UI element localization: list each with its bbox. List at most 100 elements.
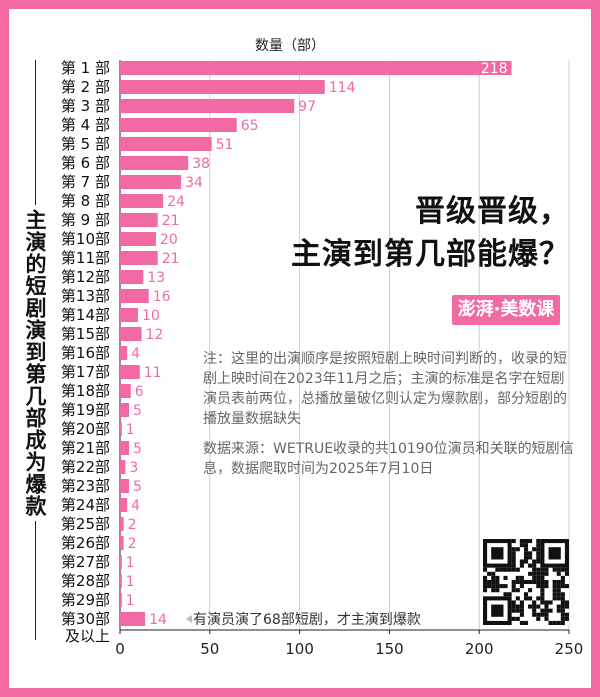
bar [120, 422, 122, 436]
y-tick-label: 第 2 部 [61, 78, 110, 96]
data-label: 218 [481, 61, 508, 77]
y-tick-label: 第19部 [61, 401, 110, 419]
x-axis-title: 数量（部） [255, 38, 325, 54]
bar [120, 270, 144, 284]
bar [120, 612, 146, 626]
y-tick-label: 第27部 [61, 553, 110, 571]
bar [120, 479, 129, 493]
vertical-title: 主演的短剧演到第几部成为爆款 [22, 205, 50, 521]
chart-note: 注：这里的出演顺序是按照短剧上映时间判断的，收录的短剧上映时间在2023年11月… [203, 351, 567, 427]
y-tick-label: 第 5 部 [61, 135, 110, 153]
bar [120, 137, 212, 151]
data-label: 2 [128, 517, 137, 533]
data-label: 1 [126, 555, 135, 571]
annotation-arrow-icon [186, 615, 192, 623]
y-tick-label: 第24部 [61, 496, 110, 514]
bar [120, 175, 182, 189]
data-label: 3 [129, 460, 138, 476]
y-tick-label: 第 4 部 [61, 116, 110, 134]
bar [120, 403, 129, 417]
data-label: 1 [126, 422, 135, 438]
bar [120, 441, 129, 455]
bar [120, 118, 237, 132]
y-tick-label: 第30部 [61, 610, 110, 628]
data-label: 5 [133, 403, 142, 419]
data-label: 21 [162, 251, 180, 267]
y-tick-label-continued: 及以上 [65, 627, 110, 645]
y-tick-label: 第13部 [61, 287, 110, 305]
data-label: 13 [147, 270, 165, 286]
vertical-title-group: 主演的短剧演到第几部成为爆款 [22, 60, 50, 640]
y-tick-label: 第29部 [61, 591, 110, 609]
data-label: 11 [144, 365, 162, 381]
data-label: 4 [131, 498, 140, 514]
x-tick-label: 250 [555, 640, 584, 658]
bar [120, 194, 164, 208]
data-label: 6 [135, 384, 144, 400]
x-tick-label: 0 [115, 640, 125, 658]
data-label: 10 [142, 308, 160, 324]
data-label: 14 [149, 612, 167, 628]
x-tick-label: 200 [465, 640, 494, 658]
data-label: 51 [216, 137, 234, 153]
data-label: 2 [128, 536, 137, 552]
data-label: 4 [131, 346, 140, 362]
y-tick-label: 第10部 [61, 230, 110, 248]
data-label: 5 [133, 479, 142, 495]
annotation-text: 有演员演了68部短剧，才主演到爆款 [193, 612, 421, 628]
bar [120, 593, 122, 607]
y-tick-label: 第21部 [61, 439, 110, 457]
y-tick-label: 第14部 [61, 306, 110, 324]
qr-code-icon [483, 539, 569, 625]
bar [120, 536, 124, 550]
y-tick-label: 第28部 [61, 572, 110, 590]
x-tick-label: 100 [285, 640, 314, 658]
bar [120, 80, 325, 94]
data-label: 97 [298, 99, 316, 115]
y-tick-label: 第18部 [61, 382, 110, 400]
y-tick-label: 第15部 [61, 325, 110, 343]
y-tick-label: 第 1 部 [61, 59, 110, 77]
x-tick-label: 150 [375, 640, 404, 658]
chart-headline-line1: 晋级晋级， [415, 194, 570, 229]
y-tick-label: 第12部 [61, 268, 110, 286]
bar [120, 460, 126, 474]
data-label: 24 [167, 194, 185, 210]
chart-source: 数据来源：WETRUE收录的共10190位演员和关联的短剧信息，数据爬取时间为2… [203, 441, 574, 477]
bar [120, 99, 295, 113]
y-tick-label: 第17部 [61, 363, 110, 381]
bar [120, 498, 128, 512]
y-tick-label: 第23部 [61, 477, 110, 495]
data-label: 12 [146, 327, 164, 343]
y-tick-label: 第11部 [61, 249, 110, 267]
bar [120, 365, 140, 379]
data-label: 20 [160, 232, 178, 248]
y-tick-label: 第 3 部 [61, 97, 110, 115]
y-tick-label: 第 7 部 [61, 173, 110, 191]
data-label: 114 [329, 80, 356, 96]
data-label: 38 [192, 156, 210, 172]
bar [120, 156, 189, 170]
data-label: 1 [126, 574, 135, 590]
bar [120, 517, 124, 531]
data-label: 1 [126, 593, 135, 609]
bar [120, 251, 158, 265]
thepaper-logo: 澎湃·美数课 [452, 295, 560, 325]
x-tick-label: 50 [200, 640, 219, 658]
bar [120, 574, 122, 588]
bar [120, 213, 158, 227]
bar [120, 327, 142, 341]
bar [120, 232, 156, 246]
bar [120, 346, 128, 360]
data-label: 65 [241, 118, 259, 134]
y-tick-label: 第 8 部 [61, 192, 110, 210]
y-tick-label: 第26部 [61, 534, 110, 552]
data-label: 21 [162, 213, 180, 229]
bar [120, 61, 512, 75]
bar [120, 384, 131, 398]
bar [120, 555, 122, 569]
y-tick-label: 第16部 [61, 344, 110, 362]
data-label: 16 [153, 289, 171, 305]
